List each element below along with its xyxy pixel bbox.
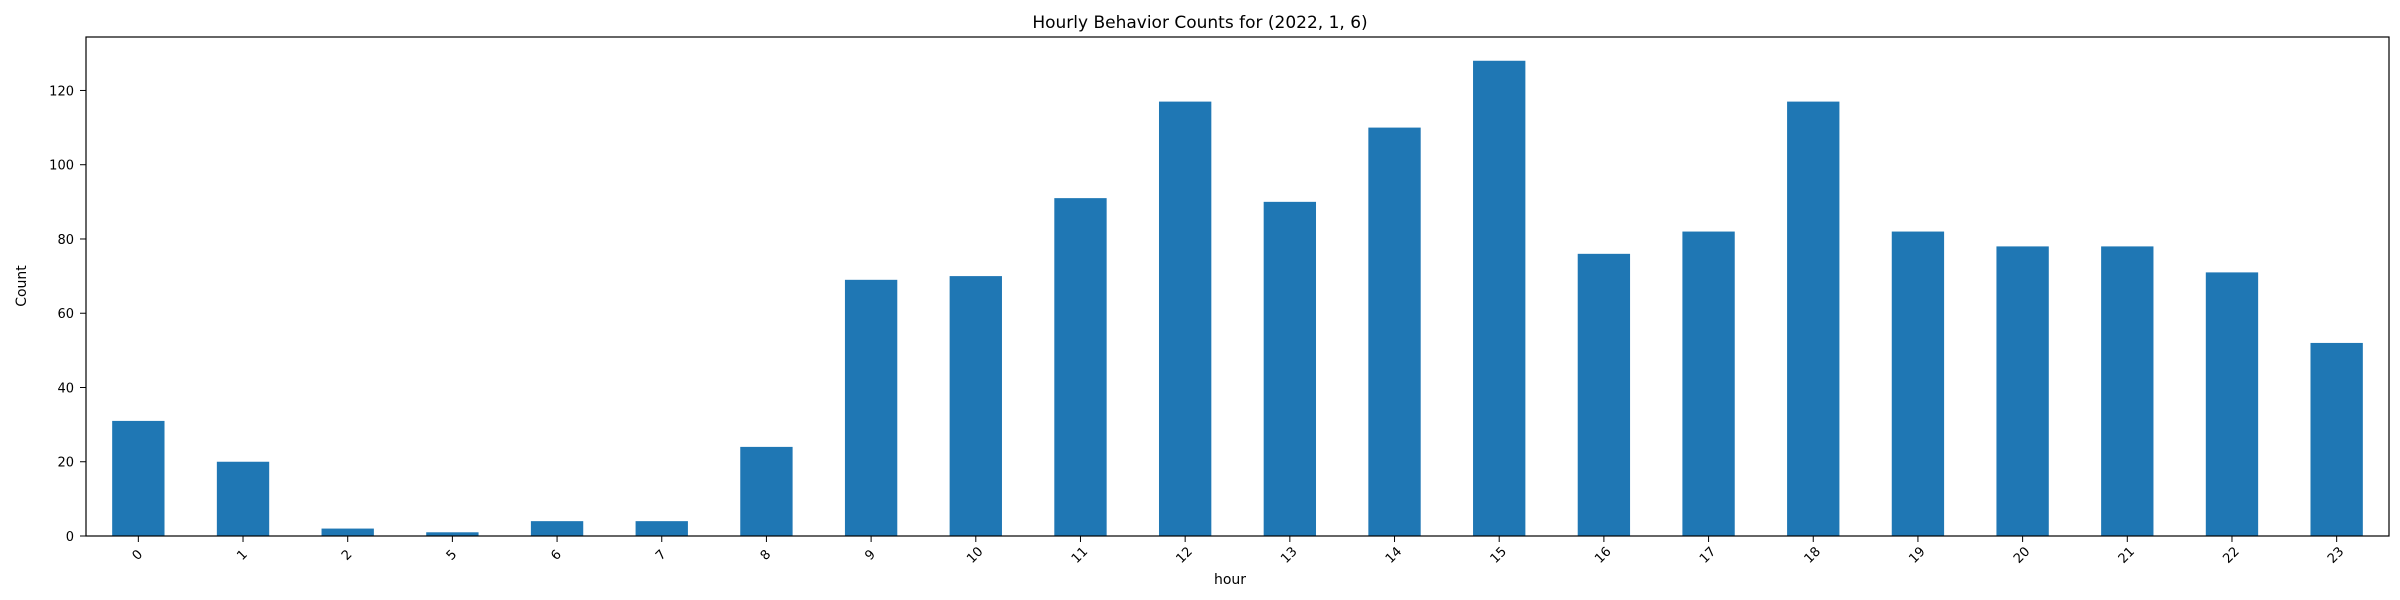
y-tick-label: 80: [57, 233, 74, 248]
x-tick-label: 22: [2220, 544, 2242, 566]
y-tick-label: 20: [57, 456, 74, 471]
x-tick-label: 12: [1174, 544, 1196, 566]
bar: [949, 276, 1002, 536]
x-tick-label: 13: [1278, 544, 1300, 566]
y-tick-label: 120: [49, 84, 74, 99]
x-tick-label: 18: [1802, 544, 1824, 566]
x-tick-label: 17: [1697, 544, 1719, 566]
bar: [1891, 231, 1945, 536]
bar: [530, 521, 584, 536]
x-tick-label: 21: [2116, 544, 2138, 566]
y-tick-label: 60: [57, 307, 74, 322]
y-tick-label: 100: [49, 159, 74, 174]
bar: [1682, 231, 1735, 536]
y-tick-label: 40: [57, 381, 74, 396]
x-tick-label: 9: [862, 547, 878, 563]
y-axis-label: Count: [14, 265, 30, 307]
plot-frame: [85, 36, 2390, 537]
bars-group: [112, 60, 2363, 537]
y-axis: 0 20 40 60 80 100 120: [49, 84, 86, 545]
bar: [844, 279, 898, 536]
bar: [2205, 272, 2259, 536]
y-tick-label: 0: [66, 530, 74, 545]
chart-title: Hourly Behavior Counts for (2022, 1, 6): [1032, 13, 1367, 33]
x-tick-label: 10: [964, 544, 986, 566]
x-tick-label: 11: [1069, 544, 1091, 566]
bar: [1368, 127, 1421, 537]
x-tick-label: 7: [653, 547, 669, 563]
x-tick-label: 5: [444, 547, 460, 563]
x-tick-label: 20: [2011, 544, 2033, 566]
bar: [635, 521, 688, 536]
bar: [1996, 246, 2049, 536]
x-axis-label: hour: [1214, 572, 1246, 588]
bar: [1263, 201, 1317, 537]
bar: [426, 532, 479, 536]
bar: [740, 446, 793, 536]
x-tick-label: 15: [1488, 544, 1510, 566]
x-tick-label: 6: [548, 547, 564, 563]
bar: [1054, 198, 1107, 536]
bar: [321, 528, 374, 536]
x-tick-label: 8: [758, 547, 774, 563]
bar: [1577, 253, 1631, 536]
x-tick-label: 14: [1383, 544, 1405, 566]
x-tick-label: 16: [1592, 544, 1614, 566]
bar: [2310, 342, 2363, 536]
x-tick-label: 1: [234, 547, 250, 563]
bar: [216, 461, 270, 536]
bar: [2101, 246, 2154, 536]
bar: [1158, 101, 1212, 537]
x-tick-label: 19: [1906, 544, 1928, 566]
x-axis: 0 1 2 5 6 7 8 9 10 11 12 13 14 15 16 17 18 19 20 21 22 23: [130, 536, 2347, 567]
bar: [1473, 60, 1526, 537]
x-tick-label: 23: [2325, 544, 2347, 566]
x-tick-label: 0: [130, 547, 146, 563]
bar: [112, 420, 165, 536]
x-tick-label: 2: [339, 547, 355, 563]
bar: [1787, 101, 1840, 537]
